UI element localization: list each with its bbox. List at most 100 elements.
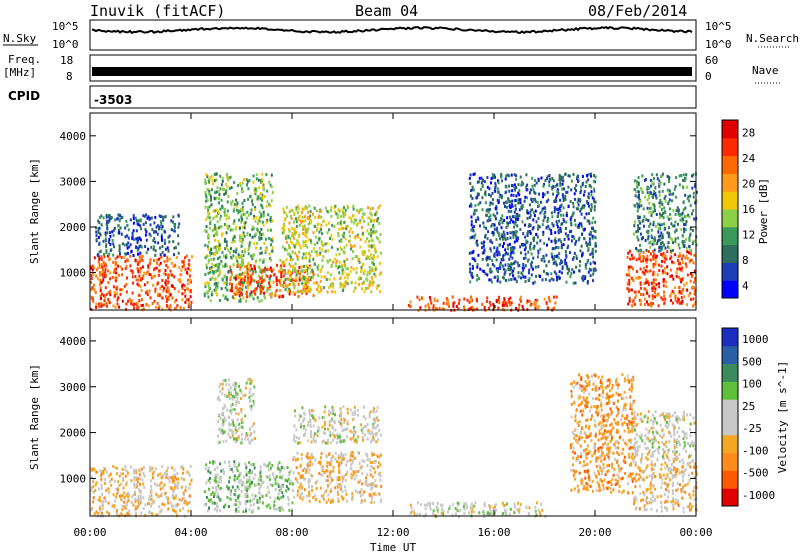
echo-cell [533, 236, 536, 240]
echo-cell [310, 250, 313, 254]
echo-cell [664, 254, 667, 258]
echo-cell [653, 252, 656, 256]
echo-cell [370, 290, 373, 294]
echo-cell [521, 205, 524, 208]
echo-cell [374, 493, 377, 497]
echo-cell [361, 287, 363, 291]
echo-cell [232, 420, 234, 424]
echo-cell [545, 200, 548, 204]
echo-cell [380, 271, 382, 275]
echo-cell [342, 283, 345, 287]
echo-cell [288, 210, 291, 214]
echo-cell [235, 248, 238, 252]
echo-cell [581, 253, 584, 257]
echo-cell [642, 207, 645, 211]
echo-cell [263, 294, 266, 298]
echo-cell [343, 262, 346, 266]
echo-cell [126, 500, 129, 504]
echo-cell [488, 257, 491, 261]
echo-cell [246, 434, 249, 437]
echo-cell [252, 174, 255, 178]
echo-cell [95, 481, 98, 485]
echo-cell [529, 203, 531, 207]
echo-cell [373, 461, 376, 465]
echo-cell [240, 437, 243, 441]
echo-cell [240, 273, 243, 276]
echo-cell [569, 275, 572, 279]
echo-cell [366, 473, 369, 477]
echo-cell [513, 186, 516, 190]
echo-cell [267, 490, 270, 494]
echo-cell [161, 250, 164, 254]
echo-cell [240, 218, 243, 222]
echo-cell [556, 183, 559, 187]
echo-cell [516, 213, 519, 217]
echo-cell [659, 198, 662, 202]
echo-cell [305, 268, 308, 272]
echo-cell [98, 495, 101, 499]
echo-cell [573, 251, 576, 255]
echo-cell [229, 251, 232, 254]
echo-cell [98, 216, 101, 219]
echo-cell [233, 219, 236, 223]
echo-cell [311, 270, 314, 274]
echo-cell [165, 283, 168, 287]
echo-cell [330, 245, 333, 249]
echo-cell [364, 240, 367, 244]
echo-cell [269, 483, 272, 487]
echo-cell [466, 298, 469, 302]
echo-cell [557, 246, 560, 250]
echo-cell [510, 202, 513, 206]
echo-cell [326, 231, 329, 235]
echo-cell [542, 219, 545, 223]
echo-cell [148, 289, 151, 293]
echo-cell [559, 262, 562, 266]
echo-cell [468, 306, 471, 310]
echo-cell [641, 270, 644, 274]
echo-cell [371, 281, 374, 285]
echo-cell [501, 179, 504, 183]
echo-cell [178, 266, 181, 270]
echo-cell [528, 216, 531, 219]
echo-cell [309, 460, 312, 464]
echo-cell [91, 286, 94, 290]
echo-cell [236, 429, 239, 433]
echo-cell [319, 456, 322, 460]
echo-cell [515, 194, 518, 198]
echo-cell [330, 205, 333, 209]
echo-cell [648, 241, 651, 245]
echo-cell [186, 470, 189, 474]
echo-cell [501, 307, 504, 311]
echo-cell [134, 512, 137, 515]
echo-cell [218, 255, 221, 259]
echo-cell [236, 292, 239, 296]
echo-cell [301, 290, 304, 293]
echo-cell [520, 183, 523, 187]
echo-cell [286, 285, 289, 289]
echo-cell [669, 236, 672, 240]
echo-cell [218, 299, 221, 302]
echo-cell [206, 206, 209, 210]
echo-cell [150, 498, 153, 501]
echo-cell [649, 252, 652, 256]
echo-cell [529, 230, 532, 233]
echo-cell [504, 263, 507, 267]
echo-cell [493, 231, 496, 235]
echo-cell [135, 478, 138, 482]
echo-cell [694, 201, 697, 205]
echo-cell [241, 263, 243, 267]
echo-cell [269, 204, 272, 208]
echo-cell [110, 483, 113, 487]
echo-cell [130, 299, 133, 303]
echo-cell [290, 480, 293, 484]
echo-cell [535, 220, 538, 224]
echo-cell [135, 245, 137, 249]
echo-cell [204, 467, 207, 471]
echo-cell [154, 253, 157, 257]
echo-cell [558, 173, 561, 177]
echo-cell [213, 492, 216, 496]
echo-cell [525, 185, 528, 189]
echo-cell [225, 217, 228, 221]
echo-cell [631, 257, 634, 261]
echo-cell [118, 474, 121, 478]
